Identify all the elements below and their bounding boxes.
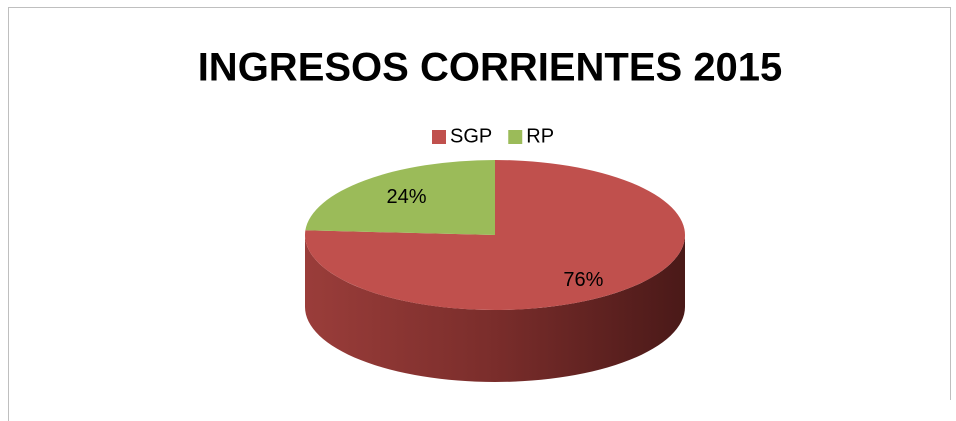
legend-swatch — [508, 130, 523, 144]
slice — [305, 160, 495, 235]
data-label: 76% — [563, 269, 603, 291]
data-label: 24% — [387, 186, 427, 208]
legend-label: RP — [526, 125, 554, 147]
slice-side — [305, 235, 685, 382]
chart-title: INGRESOS CORRIENTES 2015 — [198, 46, 783, 90]
chart-frame — [8, 7, 951, 421]
legend-label: SGP — [450, 125, 492, 147]
legend-swatch — [432, 130, 446, 144]
